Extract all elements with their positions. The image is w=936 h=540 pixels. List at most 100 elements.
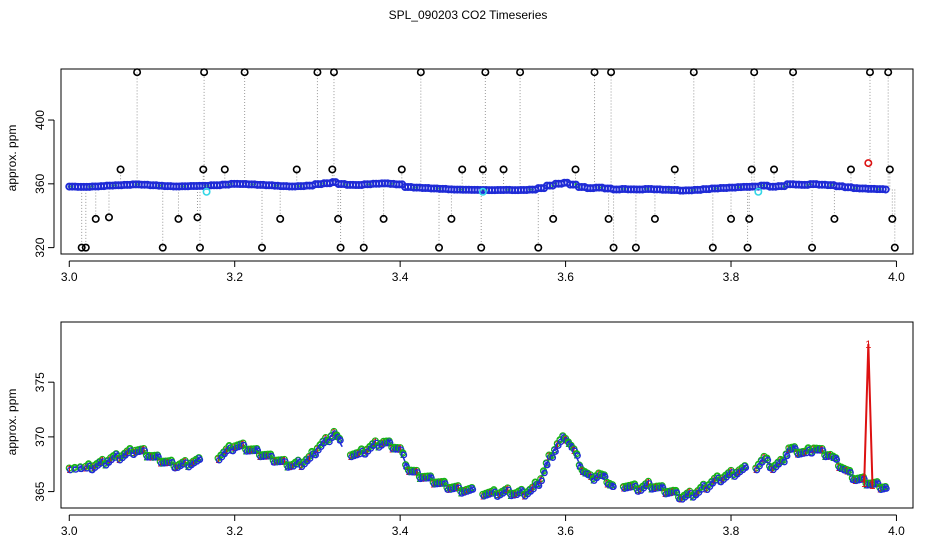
series-marker: 2 [689, 491, 695, 503]
flagged-point [202, 187, 211, 196]
data-point [874, 480, 882, 488]
data-point [168, 458, 176, 466]
series-marker: 3 [188, 459, 194, 471]
outliers-point [220, 165, 229, 174]
top-x-tick-label: 4.0 [888, 270, 905, 284]
outliers-point [104, 213, 113, 222]
outliers-point [193, 213, 202, 222]
series-marker: 1 [620, 483, 626, 495]
series-marker: 3 [171, 462, 177, 474]
series-marker: 3 [77, 463, 83, 475]
series-marker: 3 [634, 486, 640, 498]
series-marker: 2 [722, 471, 728, 483]
series-marker: 2 [797, 448, 803, 460]
series-marker: 1 [852, 475, 858, 487]
outliers-point [477, 243, 486, 252]
data-point [546, 453, 554, 461]
outliers-point [200, 68, 209, 77]
series-marker: 2 [549, 452, 555, 464]
series-marker: 3 [427, 472, 433, 484]
series-marker: 1 [554, 440, 560, 452]
data-point [428, 474, 435, 482]
series-marker: 3 [642, 480, 648, 492]
flagged-point [478, 187, 487, 196]
series-marker: 3 [179, 458, 185, 470]
series-marker: 3 [494, 491, 500, 503]
series-marker: 1 [720, 474, 726, 486]
data-point [469, 486, 477, 493]
series-marker: 1 [488, 487, 494, 499]
data-point [337, 437, 344, 444]
series-marker: 3 [626, 481, 632, 493]
series-marker: 2 [72, 463, 78, 475]
data-point [155, 453, 162, 461]
spike-marker: 1 [865, 339, 871, 351]
series-marker: 1 [505, 484, 511, 496]
outliers-point [195, 243, 204, 252]
outliers-point [743, 243, 752, 252]
data-point [646, 480, 653, 487]
data-point [384, 439, 391, 447]
series-marker: 1 [637, 485, 643, 497]
series-marker: 2 [557, 436, 563, 448]
outliers-point [708, 243, 717, 252]
top-plot-frame [60, 68, 914, 255]
series-marker: 1 [306, 452, 312, 464]
top-panel: approx. ppm 3.0 3.2 3.4 3.6 3.8 4.0 320 360 400 [5, 68, 914, 284]
series-marker: 2 [855, 474, 861, 486]
series-marker: 3 [386, 437, 392, 449]
series-marker: 3 [651, 483, 657, 495]
series-marker: 3 [783, 450, 789, 462]
series-marker: 3 [469, 484, 475, 496]
bottom-x-tick-label: 4.0 [888, 524, 905, 538]
data-point [670, 489, 678, 496]
series-marker: 3 [609, 481, 615, 493]
series-marker: 1 [662, 488, 668, 500]
series-marker: 2 [698, 483, 704, 495]
data-point [883, 485, 890, 492]
outliers-point [258, 243, 267, 252]
series-marker: 1 [240, 439, 246, 451]
bottom-x-tick-label: 3.2 [226, 524, 243, 538]
outliers-point [313, 68, 322, 77]
series-marker: 1 [538, 475, 544, 487]
series-marker: 1 [290, 460, 296, 472]
outliers-point [689, 68, 698, 77]
series-marker: 2 [119, 452, 125, 464]
outliers-point [133, 68, 142, 77]
data-point [676, 495, 683, 503]
series-marker: 2 [367, 442, 373, 454]
series-marker: 3 [254, 445, 260, 457]
outliers-point [884, 68, 893, 77]
series-marker: 1 [124, 447, 130, 459]
series-marker: 2 [350, 450, 356, 462]
outliers-point [670, 165, 679, 174]
series-marker: 3 [791, 443, 797, 455]
series-marker: 3 [461, 486, 467, 498]
outliers-point [747, 165, 756, 174]
outliers-point [336, 243, 345, 252]
series-marker: 3 [229, 445, 235, 457]
high-point [864, 159, 873, 168]
series-marker: 3 [502, 486, 508, 498]
series-marker: 3 [320, 437, 326, 449]
series-marker: 1 [141, 445, 147, 457]
outliers-point [846, 165, 855, 174]
series-marker: 2 [772, 461, 778, 473]
series-marker: 2 [449, 483, 455, 495]
data-point [549, 454, 557, 461]
series-marker: 3 [717, 476, 723, 488]
data-point [781, 458, 788, 466]
data-point [196, 456, 204, 463]
series-marker: 3 [361, 448, 367, 460]
outliers-point [276, 214, 285, 223]
series-marker: 2 [590, 475, 596, 487]
spike-marker: 1 [869, 480, 875, 492]
data-point [552, 448, 559, 455]
outliers-point [604, 214, 613, 223]
top-x-tick-label: 3.0 [61, 270, 78, 284]
data-point [610, 483, 617, 491]
outliers-point [885, 165, 894, 174]
series-marker: 2 [185, 461, 191, 473]
outliers-point [359, 243, 368, 252]
